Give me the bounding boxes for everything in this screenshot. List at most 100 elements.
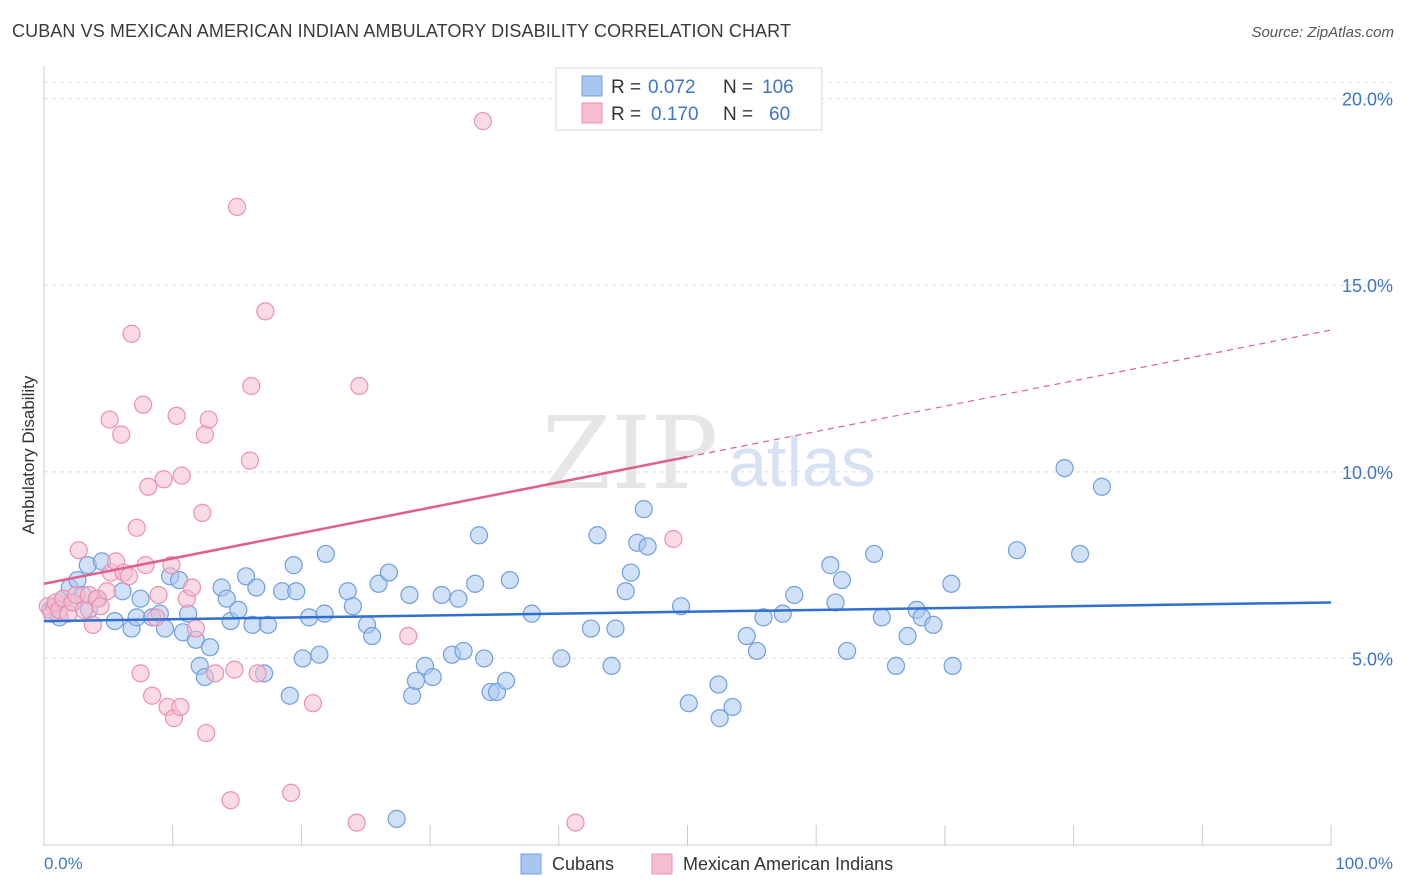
data-point: [236, 567, 256, 586]
data-point: [247, 578, 266, 597]
data-point: [221, 791, 240, 810]
data-point: [710, 709, 729, 728]
data-point: [832, 570, 852, 590]
legend-swatch-cubans: [581, 75, 603, 97]
data-point: [112, 425, 131, 444]
data-point: [280, 686, 299, 705]
data-point: [122, 324, 141, 343]
watermark-atlas: atlas: [728, 423, 876, 501]
data-point: [754, 608, 773, 627]
data-point: [638, 537, 657, 556]
data-point: [69, 541, 88, 560]
data-point: [119, 567, 139, 586]
data-point: [248, 664, 267, 683]
data-point: [315, 604, 334, 623]
data-point: [423, 667, 442, 687]
data-point: [747, 641, 767, 661]
data-point: [454, 641, 473, 661]
data-point: [303, 694, 323, 713]
data-point: [826, 593, 845, 612]
data-point: [924, 615, 943, 634]
data-point: [182, 578, 202, 597]
data-point: [552, 649, 571, 668]
data-point: [475, 649, 494, 668]
data-point: [143, 686, 162, 705]
data-point: [837, 641, 857, 661]
data-point: [363, 626, 382, 646]
x-tick-label-max: 100.0%: [1335, 854, 1393, 873]
data-point: [316, 544, 335, 564]
data-point: [199, 410, 218, 429]
data-point: [496, 671, 516, 690]
x-tick-label-min: 0.0%: [44, 854, 83, 873]
data-point: [193, 503, 212, 522]
data-point: [500, 570, 519, 590]
data-point: [432, 585, 451, 605]
data-point: [379, 563, 399, 582]
legend-r-value-mexican: 0.170: [651, 104, 699, 125]
legend-n-value-cubans: 106: [762, 77, 794, 98]
data-point: [167, 406, 186, 425]
data-point: [284, 556, 303, 575]
data-point: [287, 582, 306, 601]
data-point: [785, 585, 804, 605]
data-point: [469, 526, 489, 545]
data-point: [350, 376, 369, 396]
data-point: [310, 645, 329, 664]
data-point: [466, 574, 485, 593]
data-point: [709, 675, 728, 694]
data-point: [581, 619, 601, 638]
legend-r-value-cubans: 0.072: [648, 77, 696, 98]
data-point: [588, 526, 607, 545]
bottom-legend: Cubans Mexican American Indians: [520, 853, 893, 875]
data-point: [723, 697, 742, 717]
y-tick-labels: 5.0% 10.0% 15.0% 20.0%: [1342, 90, 1393, 670]
data-point: [402, 686, 422, 705]
data-point: [100, 410, 119, 429]
data-point: [943, 656, 962, 675]
data-point: [200, 638, 220, 657]
y-tick-label: 15.0%: [1342, 276, 1393, 296]
data-point: [602, 656, 621, 675]
data-point: [139, 477, 158, 496]
data-point: [217, 589, 236, 608]
legend-n-label-cubans: N =: [723, 77, 753, 98]
data-point: [131, 589, 150, 608]
legend-r-label-cubans: R =: [611, 77, 641, 98]
legend-r-label-mexican: R =: [611, 104, 641, 125]
data-point: [898, 626, 917, 646]
data-point: [149, 585, 168, 605]
data-point: [197, 723, 216, 743]
watermark-zip: ZIP: [542, 395, 718, 512]
data-point: [449, 589, 468, 608]
data-point: [127, 608, 146, 627]
data-point: [1007, 541, 1027, 560]
data-point: [186, 619, 205, 638]
data-point: [1055, 458, 1074, 478]
data-point: [154, 470, 173, 489]
data-point: [606, 619, 625, 638]
data-point: [621, 563, 640, 582]
data-point: [399, 626, 418, 646]
bottom-legend-swatch-mexican: [651, 853, 673, 875]
trend-line-1: [43, 455, 688, 586]
data-point: [821, 556, 840, 575]
source-credit: Source: ZipAtlas.com: [1251, 24, 1394, 41]
data-point: [1092, 477, 1112, 496]
data-point: [206, 664, 225, 683]
data-point: [127, 518, 146, 537]
data-point: [886, 656, 906, 675]
data-point: [172, 466, 191, 485]
y-axis-label: Ambulatory Disability: [19, 375, 38, 534]
data-point: [737, 626, 756, 646]
data-point: [240, 451, 260, 470]
bottom-legend-swatch-cubans: [520, 853, 542, 875]
data-point: [679, 694, 698, 713]
legend-n-label-mexican: N =: [723, 104, 753, 125]
data-point: [258, 615, 278, 634]
data-point: [162, 556, 181, 575]
data-point: [97, 582, 117, 601]
axes: [43, 66, 1332, 846]
data-point: [347, 813, 366, 832]
